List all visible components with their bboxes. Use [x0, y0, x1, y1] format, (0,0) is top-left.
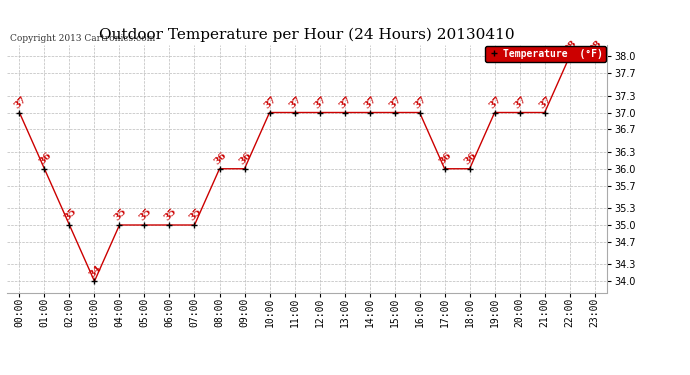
- Text: 37: 37: [313, 94, 328, 110]
- Text: 38: 38: [563, 38, 579, 54]
- Text: 36: 36: [37, 151, 53, 166]
- Text: 37: 37: [388, 94, 404, 110]
- Text: 35: 35: [137, 207, 153, 223]
- Text: 37: 37: [288, 94, 304, 110]
- Text: 36: 36: [437, 151, 453, 166]
- Text: 36: 36: [237, 151, 253, 166]
- Text: 38: 38: [588, 38, 604, 54]
- Text: 37: 37: [413, 94, 428, 110]
- Text: 37: 37: [12, 94, 28, 110]
- Text: 34: 34: [88, 263, 103, 279]
- Text: 37: 37: [513, 94, 529, 110]
- Text: 37: 37: [538, 94, 553, 110]
- Text: 35: 35: [63, 207, 79, 223]
- Text: 37: 37: [488, 94, 504, 110]
- Text: 37: 37: [263, 94, 279, 110]
- Text: 35: 35: [112, 207, 128, 223]
- Title: Outdoor Temperature per Hour (24 Hours) 20130410: Outdoor Temperature per Hour (24 Hours) …: [99, 28, 515, 42]
- Text: 35: 35: [188, 207, 204, 223]
- Text: 35: 35: [163, 207, 179, 223]
- Text: Copyright 2013 Cartronics.com: Copyright 2013 Cartronics.com: [10, 33, 155, 42]
- Text: 37: 37: [363, 94, 379, 110]
- Text: 36: 36: [213, 151, 228, 166]
- Text: 36: 36: [463, 151, 479, 166]
- Legend: Temperature  (°F): Temperature (°F): [485, 46, 607, 62]
- Text: 37: 37: [337, 94, 353, 110]
